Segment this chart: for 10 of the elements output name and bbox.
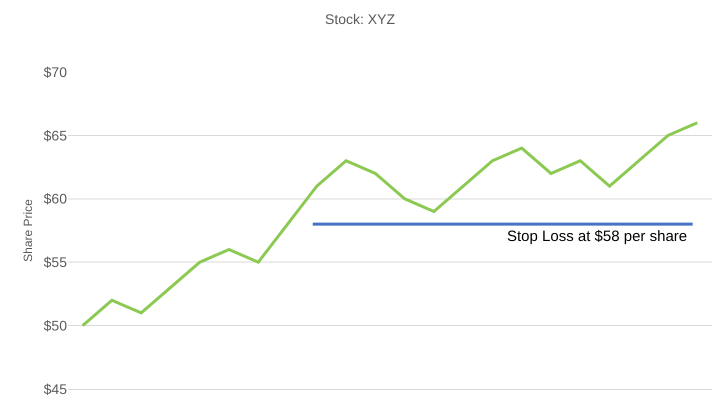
y-tick-label: $70 bbox=[44, 64, 68, 80]
y-tick-label: $60 bbox=[44, 190, 68, 207]
y-tick-label: $55 bbox=[44, 254, 68, 270]
y-tick-label: $65 bbox=[44, 127, 68, 144]
ref-line-label: Stop Loss at $58 per share bbox=[507, 228, 688, 245]
line-series bbox=[81, 121, 699, 328]
y-tick-label: $50 bbox=[44, 318, 68, 334]
y-axis-title: Share Price bbox=[20, 198, 35, 262]
chart-title: Stock: XYZ bbox=[324, 10, 396, 27]
y-tick-label: $45 bbox=[44, 380, 68, 397]
